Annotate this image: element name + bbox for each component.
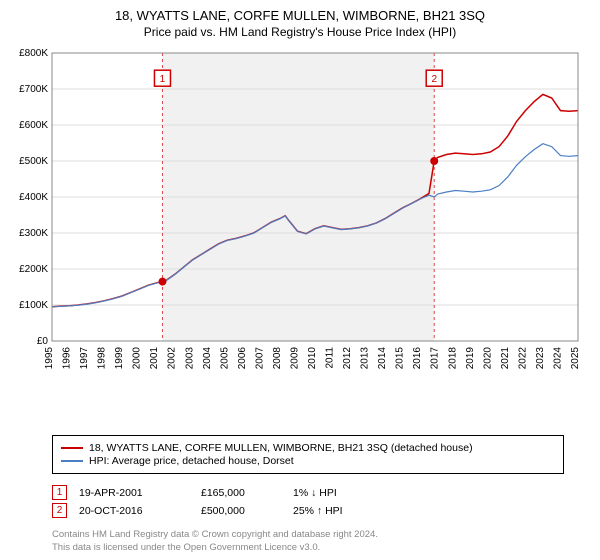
svg-text:2013: 2013 [360, 347, 371, 370]
sale-price: £500,000 [201, 505, 281, 517]
svg-text:1999: 1999 [114, 347, 125, 370]
svg-text:2022: 2022 [517, 347, 528, 370]
legend-label: HPI: Average price, detached house, Dors… [89, 455, 294, 467]
svg-text:£600K: £600K [19, 120, 48, 131]
svg-text:1996: 1996 [62, 347, 73, 370]
svg-text:2012: 2012 [342, 347, 353, 370]
sale-date: 19-APR-2001 [79, 487, 189, 499]
svg-text:£400K: £400K [19, 192, 48, 203]
svg-text:2018: 2018 [447, 347, 458, 370]
sale-badge: 1 [52, 485, 67, 500]
svg-text:2003: 2003 [184, 347, 195, 370]
legend-swatch [61, 447, 83, 449]
svg-text:2007: 2007 [254, 347, 265, 370]
svg-text:2016: 2016 [412, 347, 423, 370]
legend-row: HPI: Average price, detached house, Dors… [61, 455, 555, 467]
sale-delta: 1% ↓ HPI [293, 487, 393, 499]
sale-badge: 2 [52, 503, 67, 518]
svg-text:£100K: £100K [19, 300, 48, 311]
svg-text:1998: 1998 [97, 347, 108, 370]
svg-text:2009: 2009 [289, 347, 300, 370]
svg-text:2000: 2000 [132, 347, 143, 370]
legend-label: 18, WYATTS LANE, CORFE MULLEN, WIMBORNE,… [89, 442, 473, 454]
footer-line2: This data is licensed under the Open Gov… [52, 542, 564, 554]
svg-text:2: 2 [431, 74, 437, 85]
legend-row: 18, WYATTS LANE, CORFE MULLEN, WIMBORNE,… [61, 442, 555, 454]
svg-text:2006: 2006 [237, 347, 248, 370]
svg-text:1995: 1995 [44, 347, 55, 370]
sale-row: 2 20-OCT-2016 £500,000 25% ↑ HPI [52, 503, 564, 518]
sale-date: 20-OCT-2016 [79, 505, 189, 517]
svg-text:2015: 2015 [395, 347, 406, 370]
sale-price: £165,000 [201, 487, 281, 499]
svg-text:2002: 2002 [167, 347, 178, 370]
svg-text:£0: £0 [37, 336, 49, 347]
page-subtitle: Price paid vs. HM Land Registry's House … [12, 25, 588, 39]
svg-text:2014: 2014 [377, 347, 388, 370]
sales-table: 1 19-APR-2001 £165,000 1% ↓ HPI 2 20-OCT-2016… [52, 482, 564, 521]
svg-text:£300K: £300K [19, 228, 48, 239]
svg-text:£800K: £800K [19, 48, 48, 59]
svg-text:2020: 2020 [482, 347, 493, 370]
sale-row: 1 19-APR-2001 £165,000 1% ↓ HPI [52, 485, 564, 500]
svg-text:2024: 2024 [552, 347, 563, 370]
svg-text:2025: 2025 [570, 347, 581, 370]
svg-text:2019: 2019 [465, 347, 476, 370]
svg-text:£700K: £700K [19, 84, 48, 95]
svg-text:1: 1 [160, 74, 166, 85]
svg-text:2017: 2017 [430, 347, 441, 370]
svg-text:2023: 2023 [535, 347, 546, 370]
footer: Contains HM Land Registry data © Crown c… [52, 529, 564, 554]
svg-text:2008: 2008 [272, 347, 283, 370]
chart: £0 £100K £200K £300K £400K £500K £600K £700K £80… [12, 45, 588, 431]
svg-text:2004: 2004 [202, 347, 213, 370]
page-title: 18, WYATTS LANE, CORFE MULLEN, WIMBORNE,… [12, 8, 588, 23]
sale-delta: 25% ↑ HPI [293, 505, 393, 517]
svg-text:2001: 2001 [149, 347, 160, 370]
footer-line1: Contains HM Land Registry data © Crown c… [52, 529, 564, 541]
svg-text:£200K: £200K [19, 264, 48, 275]
svg-text:2011: 2011 [325, 347, 336, 369]
svg-text:2005: 2005 [219, 347, 230, 370]
svg-text:2021: 2021 [500, 347, 511, 370]
svg-text:£500K: £500K [19, 156, 48, 167]
legend: 18, WYATTS LANE, CORFE MULLEN, WIMBORNE,… [52, 435, 564, 474]
svg-text:2010: 2010 [307, 347, 318, 370]
legend-swatch [61, 460, 83, 462]
svg-text:1997: 1997 [79, 347, 90, 370]
